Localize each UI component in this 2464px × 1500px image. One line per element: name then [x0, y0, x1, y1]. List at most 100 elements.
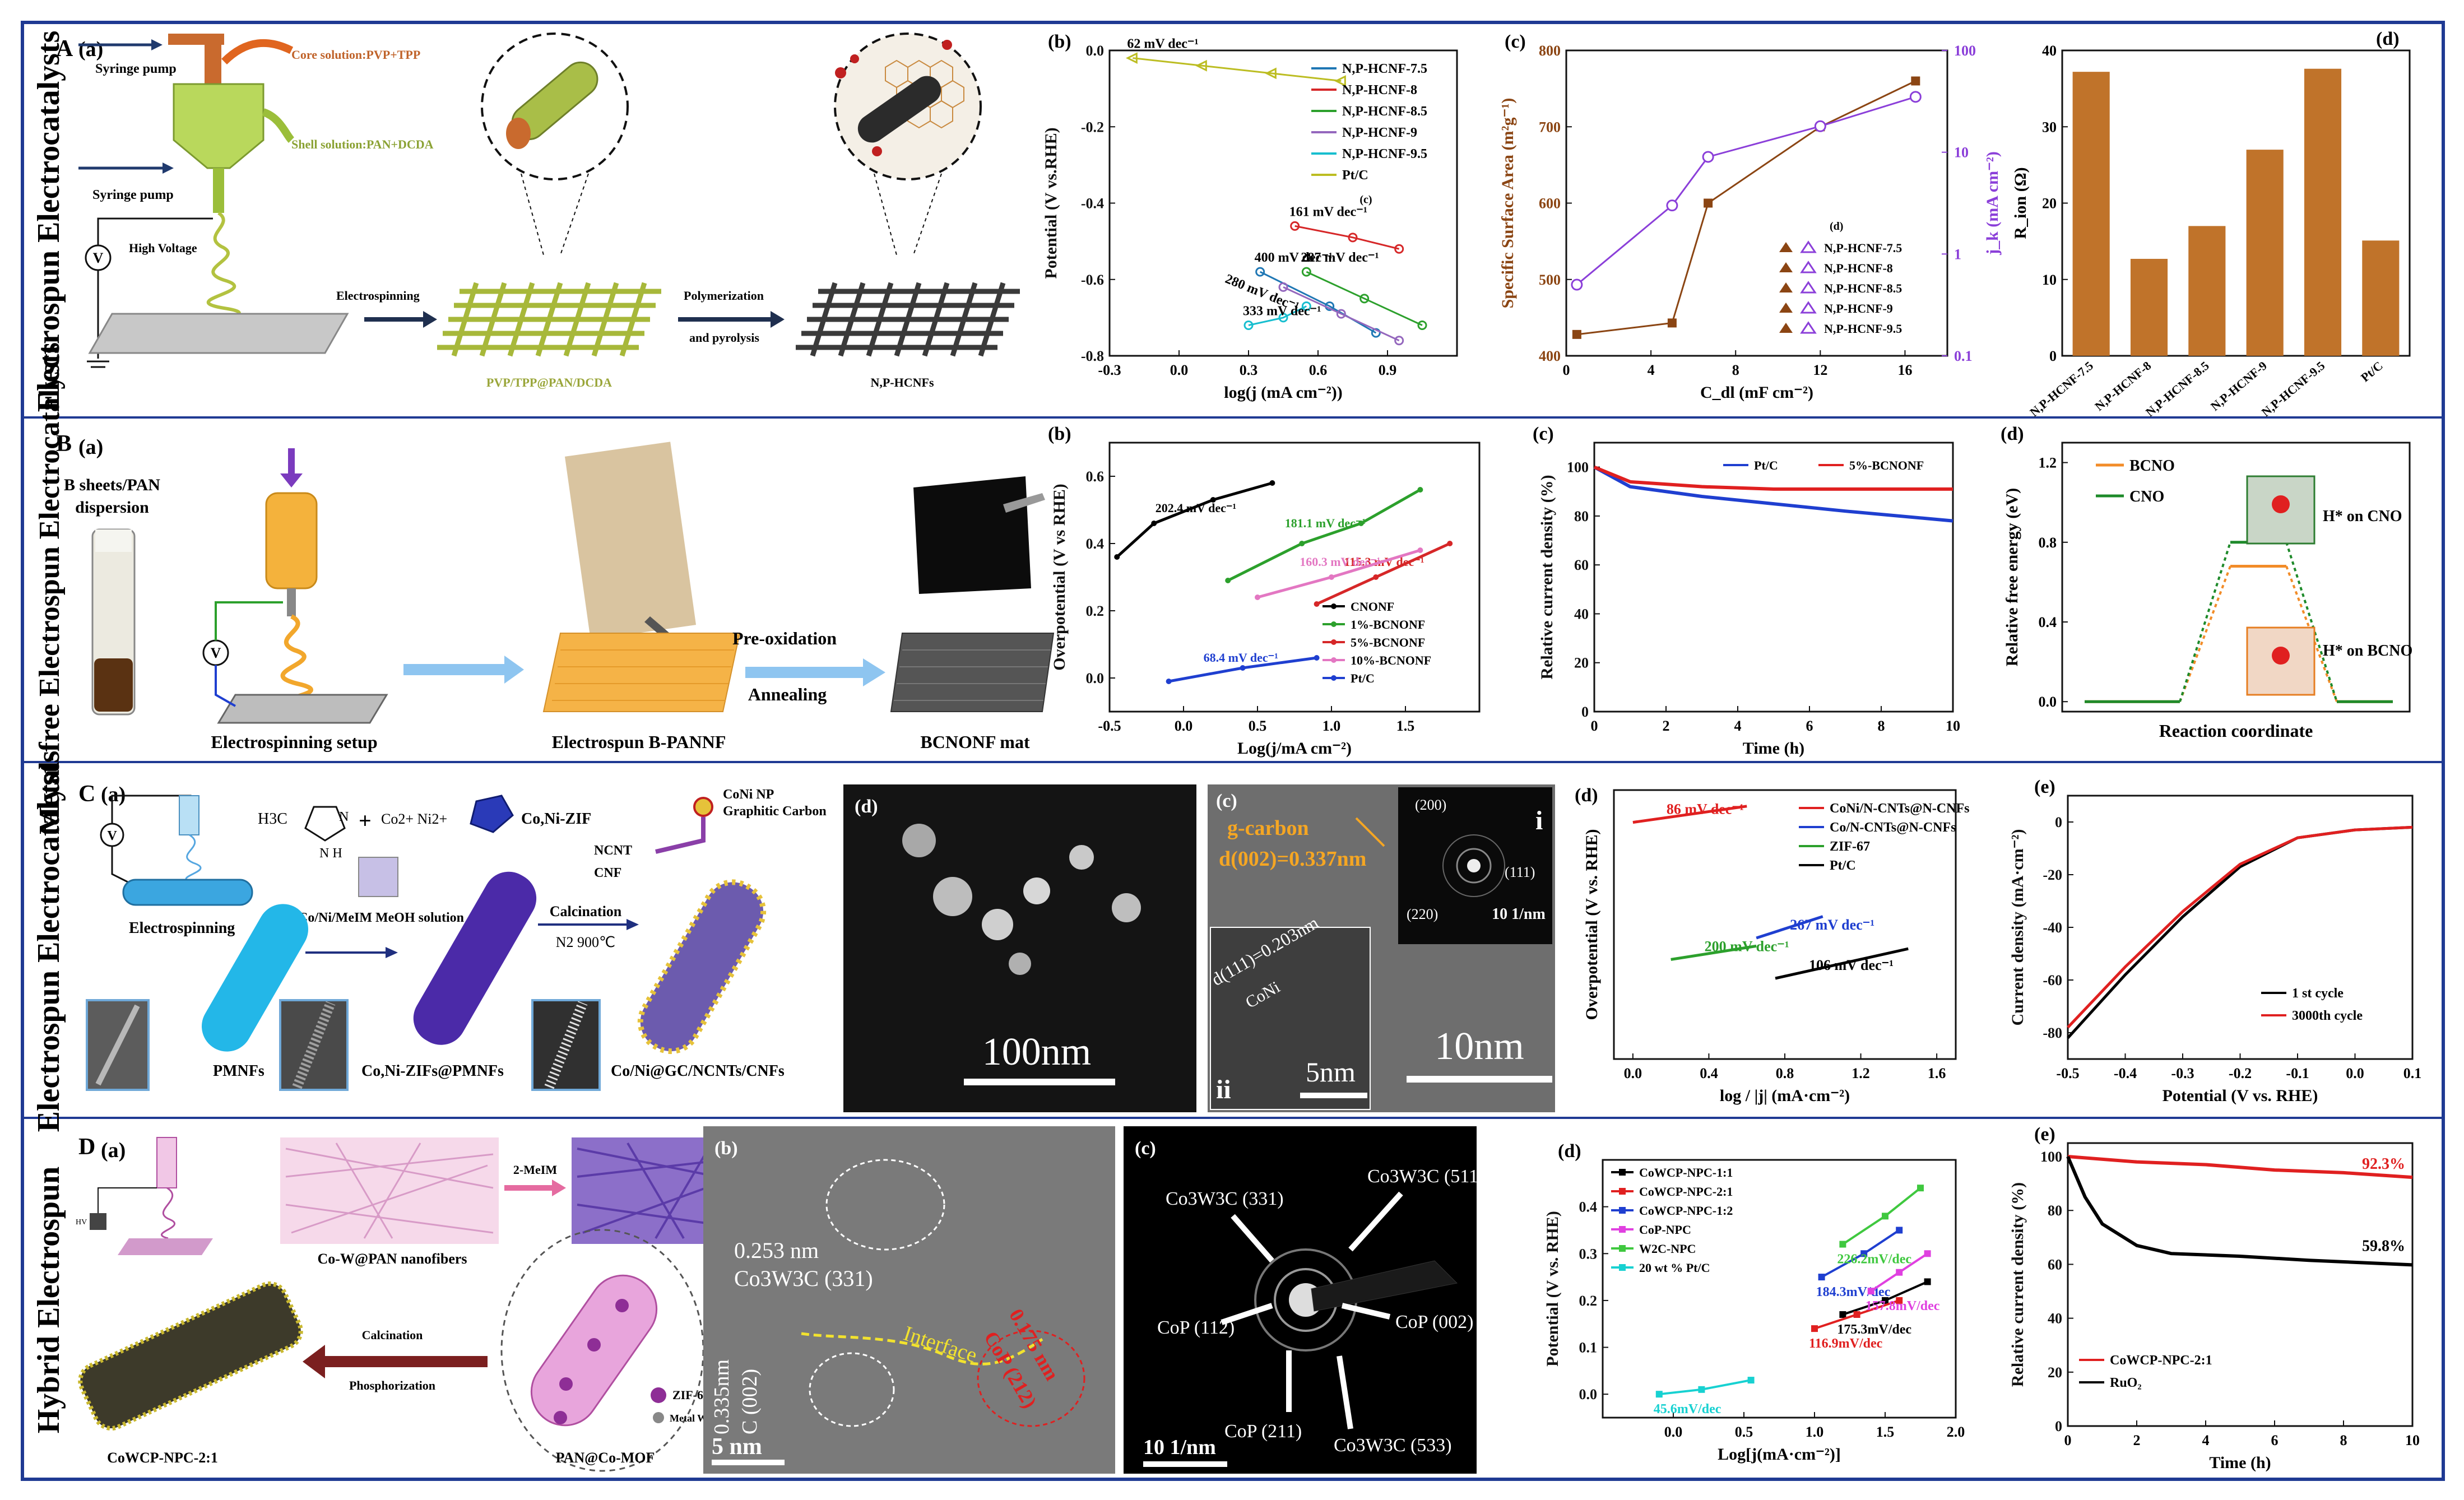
section-letter-a: A [56, 36, 73, 62]
legend-marker [1331, 603, 1337, 609]
legend-label: 20 wt % Pt/C [1639, 1261, 1710, 1275]
legend-label: CoNi/N-CNTs@N-CNFs [1830, 801, 1969, 816]
x-axis-label: Log[j(mA·cm⁻²)] [1718, 1445, 1841, 1464]
d-calc-label: Calcination [362, 1328, 423, 1342]
y2-tick-label: 100 [1954, 43, 1976, 59]
data-point [1299, 541, 1305, 546]
y-tick-label: 0.0 [2039, 694, 2057, 710]
y-tick-label: 100 [1567, 459, 1589, 476]
level-connector [2179, 542, 2231, 702]
b-preox-label: Pre-oxidation [732, 628, 837, 648]
c-np-label: CoNi NP [723, 787, 774, 802]
h2-bubble-1 [835, 67, 846, 78]
y-tick-label: 0 [2049, 348, 2057, 364]
data-point [1839, 1311, 1846, 1318]
y-tick-label: 40 [2042, 43, 2057, 59]
data-point [1348, 233, 1358, 243]
y-tick-label: 60 [2048, 1256, 2062, 1273]
fiber-mesh-1 [437, 282, 661, 357]
x-tick-label: 0.0 [1664, 1424, 1683, 1440]
b-nanofiber-photo [564, 442, 697, 640]
legend-label: W2C-NPC [1639, 1242, 1696, 1256]
c-nh-label: N H [319, 846, 342, 861]
plot-frame [1602, 1159, 1957, 1419]
y-tick-label: 20 [1574, 655, 1589, 671]
tafel-label: 226.2mV/dec [1837, 1252, 1911, 1267]
c-panel-letter: (a) [101, 783, 126, 806]
y-tick-label: 80 [1574, 508, 1589, 524]
y-tick-label: 0.0 [1086, 43, 1105, 59]
legend-label: CoWCP-NPC-1:1 [1639, 1165, 1733, 1179]
legend-marker [1331, 639, 1337, 645]
x-tick-label: 4 [1734, 718, 1742, 734]
x-tick-label: 0.8 [1776, 1065, 1794, 1081]
y2-tick-label: 10 [1954, 145, 1969, 161]
b-setup-label: Electrospinning setup [211, 732, 377, 752]
category-label: N,P-HCNF-9.5 [2259, 359, 2328, 420]
y-axis-label: Relative free energy (eV) [2003, 488, 2021, 666]
x-tick-label: 0 [2064, 1432, 2072, 1448]
c-electrospinning-label: Electrospinning [129, 919, 235, 937]
legend-label: Pt/C [1342, 168, 1368, 183]
y-tick-label: 0 [1581, 704, 1589, 720]
d-b-interface-line [801, 1332, 1043, 1366]
data-point [1896, 1269, 1903, 1276]
data-point [1243, 321, 1254, 330]
zoom-circle-1 [481, 32, 629, 180]
y-tick-label: 600 [1539, 196, 1561, 212]
tafel-label: 161 mV dec⁻¹ [1289, 205, 1367, 219]
b-flow-arrow-2 [745, 658, 885, 686]
y-tick-label: 60 [1574, 557, 1589, 573]
data-point [1301, 267, 1311, 277]
series-line-2 [1306, 271, 1423, 326]
x-tick-label: 0.0 [1170, 362, 1189, 378]
d-c-r1: Co3W3C (331) [1166, 1188, 1284, 1209]
level-connector [2285, 542, 2338, 702]
data-point [1818, 1274, 1825, 1281]
series-line-0 [2067, 1155, 2413, 1179]
y-tick-label: 40 [1574, 606, 1589, 622]
tafel-label: 200 mV dec⁻¹ [1705, 938, 1789, 954]
zif-crystal [470, 795, 514, 833]
series-line-0 [1593, 466, 1953, 523]
x-tick-label: -0.3 [2171, 1065, 2194, 1081]
fiber-core [506, 118, 531, 149]
c-m1-label: PMNFs [213, 1062, 265, 1080]
x-tick-label: 2 [2133, 1432, 2141, 1448]
c-cnf-label: CNF [594, 866, 621, 880]
series-line-1 [2067, 825, 2413, 1029]
panel-letter: (c) [1505, 31, 1526, 52]
c-c-roman-ii: ii [1216, 1075, 1231, 1104]
c-roller [122, 879, 253, 906]
row-label-c: Electrospun Electrocatalysts [31, 751, 66, 1132]
data-point [1655, 1391, 1663, 1398]
c-c-roman-i: i [1535, 806, 1543, 835]
y-tick-label: 0.6 [1086, 468, 1105, 485]
syringe-pump-label-1: Syringe pump [95, 62, 177, 76]
y-axis-label: Relative current density (%) [1538, 475, 1556, 679]
y-tick-label: 0.4 [1579, 1199, 1598, 1215]
voltage-wire [97, 217, 213, 245]
legend-label: N,P-HCNF-7.5 [1824, 241, 1902, 255]
legend-marker [1331, 675, 1337, 681]
d-phos-label: Phosphorization [349, 1378, 435, 1392]
d-hv-box [90, 1213, 106, 1230]
category-label: N,P-HCNF-8.5 [2143, 359, 2212, 420]
jk-point [1702, 151, 1714, 163]
imidazole-ring [304, 806, 346, 842]
d-c-arrows [1221, 1191, 1403, 1429]
data-point [1195, 59, 1207, 72]
c-b-particle-4 [1069, 845, 1094, 870]
y-tick-label: 0.3 [1579, 1246, 1598, 1262]
polymerization-label: Polymerization [684, 289, 764, 303]
plot-frame [1593, 442, 1954, 713]
c-plus: + [359, 808, 372, 833]
panel-letter: (d) [1558, 1141, 1581, 1162]
data-point [1264, 67, 1277, 80]
legend-label: CNONF [1351, 600, 1394, 614]
y-tick-label: -60 [2043, 972, 2062, 988]
d-c-r6: Co3W3C (533) [1334, 1435, 1452, 1456]
y-tick-label: 1.2 [2039, 455, 2057, 471]
c-panel-c: (c) g-carbon d(002)=0.337nm d(111)=0.203… [1208, 784, 1555, 1112]
